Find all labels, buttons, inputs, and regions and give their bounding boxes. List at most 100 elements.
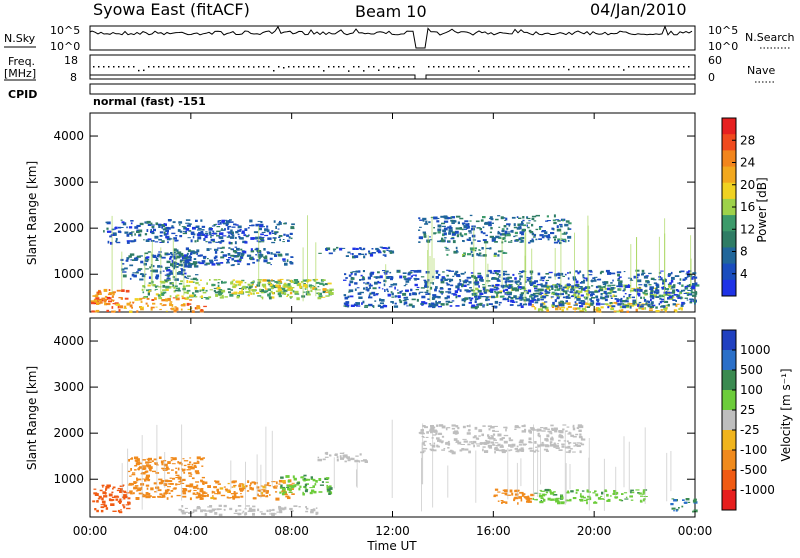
data-cell [215,241,220,243]
data-cell [482,232,486,235]
data-cell [550,285,554,288]
data-cell [575,491,578,494]
data-cell [288,491,293,493]
data-cell [645,292,648,295]
data-cell [581,307,586,311]
data-cell [257,279,262,281]
data-cell [144,252,149,255]
data-cell [594,289,597,292]
data-cell [175,262,180,265]
data-cell [165,285,170,289]
data-cell [455,215,461,218]
data-cell [635,269,640,272]
data-cell [493,285,496,288]
data-cell [129,310,133,313]
data-cell [541,236,545,239]
data-cell [456,249,458,253]
data-cell [617,279,620,282]
data-cell [315,281,320,284]
data-cell [170,226,175,229]
data-cell [558,435,562,438]
data-cell [637,303,640,306]
data-cell [383,280,387,283]
nsearch-tick-top: 10^5 [708,24,738,37]
data-cell [120,488,123,491]
data-cell [193,233,196,236]
data-cell [526,224,528,227]
data-cell [505,285,509,287]
data-cell [329,288,334,291]
data-cell [348,289,354,293]
data-cell [227,232,230,234]
data-cell [287,496,291,500]
data-cell [310,509,314,512]
data-cell [599,288,604,292]
data-cell [550,491,555,495]
data-cell [484,450,489,453]
data-cell [491,284,495,287]
data-cell [129,301,132,304]
data-cell [250,250,255,253]
data-cell [539,234,544,237]
nave-dot [153,66,155,68]
data-cell [289,261,292,263]
data-cell [442,271,445,273]
data-cell [451,236,455,239]
data-cell [495,271,497,274]
data-cell [568,441,570,445]
data-cell [597,285,602,288]
data-cell [498,276,501,278]
data-cell [578,435,583,439]
data-cell [353,303,358,307]
nave-dot [273,69,275,72]
data-cell [168,492,171,495]
data-cell [691,288,693,291]
data-cell [436,424,439,427]
data-cell [186,289,191,292]
data-cell [447,288,452,291]
data-cell [447,240,451,243]
data-cell [512,273,515,276]
data-cell [494,447,497,451]
data-cell [360,253,365,255]
data-cell [629,305,632,309]
data-cell [508,291,513,293]
data-cell [503,273,507,276]
data-cell [325,295,330,297]
data-cell [312,279,315,281]
data-cell [424,284,428,287]
data-cell [567,235,572,239]
data-cell [368,252,373,255]
data-cell [507,277,512,279]
data-cell [147,284,151,287]
data-cell [519,491,524,494]
data-cell [474,426,478,430]
data-cell [678,282,681,285]
data-cell [94,300,98,303]
data-cell [446,295,450,299]
data-cell [290,226,295,229]
data-cell [103,503,106,506]
data-cell [518,281,521,283]
data-cell [531,297,535,300]
data-cell [163,233,168,236]
data-cell [269,494,271,496]
data-cell [519,275,523,278]
data-cell [104,492,107,495]
data-cell [265,491,269,494]
data-cell [537,434,540,437]
data-cell [553,491,556,493]
data-cell [195,472,200,475]
data-cell [535,238,538,241]
data-cell [510,240,513,242]
data-cell [226,231,230,233]
data-cell [451,216,455,219]
data-cell [487,444,492,448]
nave-dot [143,69,145,72]
data-cell [457,221,460,225]
data-cell [482,226,485,229]
data-cell [174,239,178,242]
data-cell [189,252,193,256]
data-cell [545,292,547,295]
data-cell [508,284,512,287]
